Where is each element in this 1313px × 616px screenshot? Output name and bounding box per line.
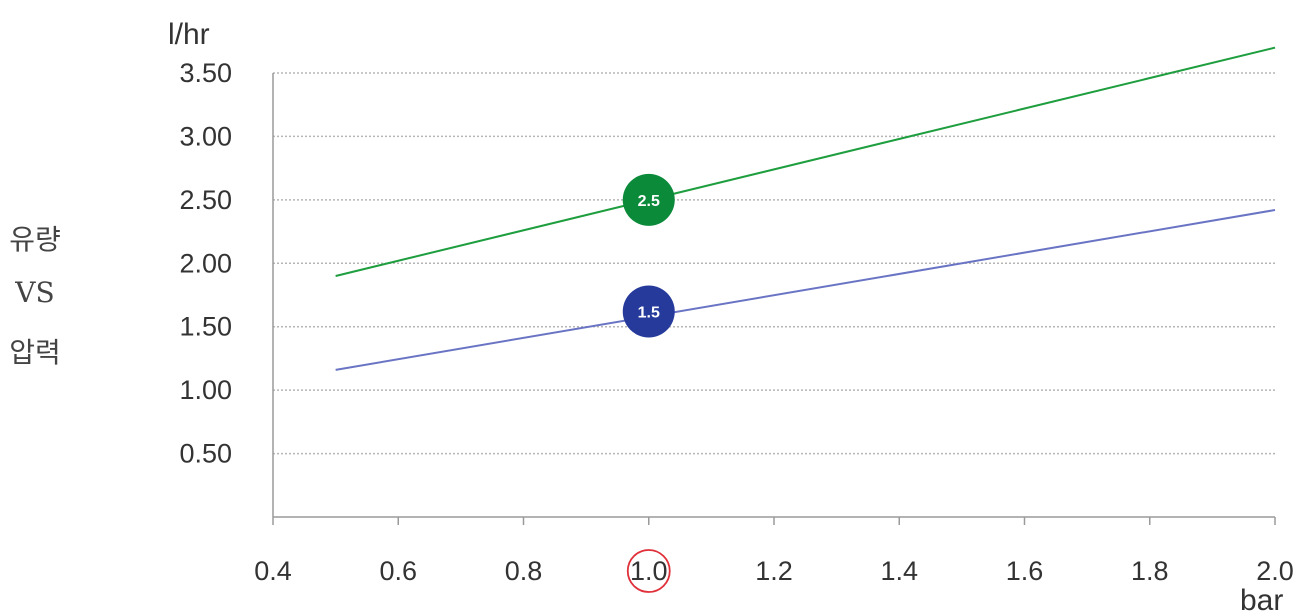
y-axis-unit-label: l/hr [168,18,210,51]
value-badge-2 [622,285,675,338]
x-tick-highlight-ring [626,549,671,593]
x-tick-label-1.4: 1.4 [880,556,918,586]
annotations: 2.5 1.5 [622,173,675,338]
x-tick-label-1.2: 1.2 [755,556,793,586]
x-tick-label-0.4: 0.4 [254,556,292,586]
y-tick-label-1.00: 1.00 [179,375,232,405]
value-badge-label-2: 1.5 [638,304,660,321]
y-tick-label-1.50: 1.50 [179,312,232,342]
x-tick-label-1.6: 1.6 [1006,556,1044,586]
x-tick-label-1.8: 1.8 [1131,556,1169,586]
x-tick-label-0.8: 0.8 [505,556,543,586]
series-line-1 [335,46,1276,277]
value-badge-label-1: 2.5 [638,193,660,210]
x-axis-unit-label: bar [1240,584,1283,616]
gridlines [273,72,1275,455]
x-tick-label-1.0: 1.0 [630,556,668,586]
y-tick-label-2.50: 2.50 [179,185,232,215]
series-lines [335,46,1276,371]
y-tick-label-3.50: 3.50 [179,58,232,88]
side-title-line-2: VS [15,276,55,309]
y-tick-label-2.00: 2.00 [179,248,232,278]
x-tick-label-2.0: 2.0 [1256,556,1294,586]
side-title-line-1: 유량 [9,223,61,256]
y-tick-label-3.00: 3.00 [179,121,232,151]
y-tick-label-0.50: 0.50 [179,439,232,469]
side-title-line-3: 압력 [9,336,61,369]
x-tick-label-0.6: 0.6 [379,556,417,586]
value-badge-1 [622,173,675,226]
axes: 0.50 1.00 1.50 2.00 2.50 3.00 3.50 0.4 0.6 0.8 1.0… [179,58,1294,593]
series-line-2 [335,209,1276,371]
